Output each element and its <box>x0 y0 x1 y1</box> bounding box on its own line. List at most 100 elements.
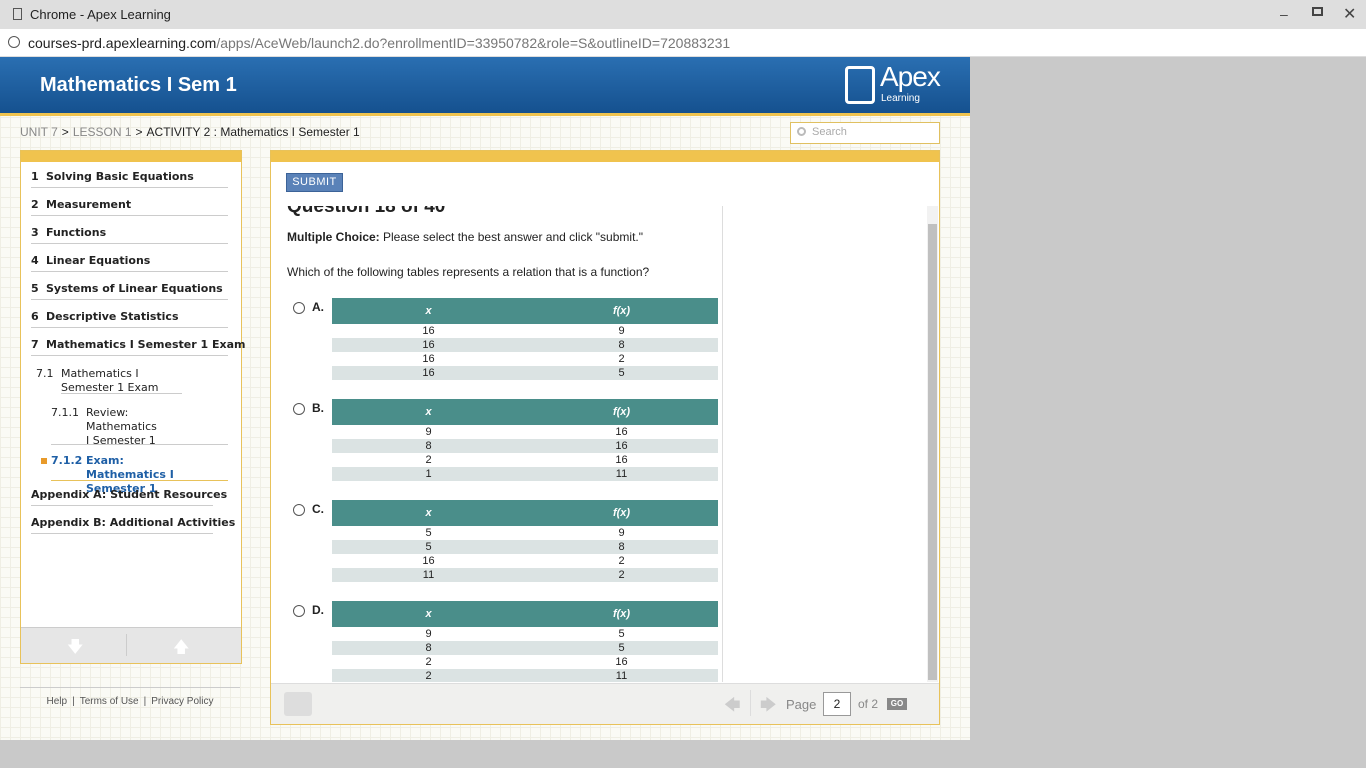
crumb-item: ACTIVITY 2 : Mathematics I Semester 1 <box>146 125 360 139</box>
print-icon[interactable] <box>284 692 312 716</box>
radio[interactable] <box>293 504 305 516</box>
close[interactable]: ✕ <box>1343 6 1357 23</box>
table-cell: 16 <box>615 440 628 452</box>
table-cell: 2 <box>618 353 625 365</box>
column-header: f(x) <box>612 305 631 317</box>
nav-rule <box>51 480 228 481</box>
column-header: x <box>425 305 432 317</box>
nav-appendix[interactable]: Appendix B: Additional Activities <box>31 516 236 529</box>
nav-item[interactable]: Descriptive Statistics <box>46 310 179 323</box>
crumb-separator: > <box>61 125 69 139</box>
column-header: f(x) <box>612 507 631 519</box>
nav-rule <box>61 393 182 394</box>
nav-sub-item[interactable]: Exam: Mathematics I Semester 1 <box>86 454 174 495</box>
footer-link[interactable]: Help <box>46 696 68 707</box>
window-title: Chrome - Apex Learning <box>30 7 171 22</box>
prev-arrow[interactable]: 🡅 <box>173 639 190 656</box>
prev-page[interactable]: 🡄 <box>724 697 741 714</box>
column-header: x <box>425 507 432 519</box>
table-row: 16 9 <box>332 324 718 338</box>
scrollbar[interactable] <box>927 206 938 682</box>
url-host: courses-prd.apexlearning.com <box>28 35 217 51</box>
table-cell: 2 <box>618 569 625 581</box>
nav-item[interactable]: Systems of Linear Equations <box>46 282 223 295</box>
nav-number: 2 <box>31 198 39 211</box>
instruction-text: Please select the best answer and click … <box>383 230 643 244</box>
table-cell: 9 <box>618 325 625 337</box>
next-arrow[interactable]: 🡇 <box>67 639 84 656</box>
table-cell: 2 <box>425 670 432 682</box>
radio[interactable] <box>293 302 305 314</box>
url-path: /apps/AceWeb/launch2.do?enrollmentID=339… <box>216 35 731 51</box>
minimize[interactable]: – <box>1280 6 1288 22</box>
instruction: Multiple Choice: Please select the best … <box>287 230 643 244</box>
scroll-thumb[interactable] <box>928 224 937 680</box>
course-title: Mathematics I Sem 1 <box>40 74 237 96</box>
address-bar: courses-prd.apexlearning.com/apps/AceWeb… <box>0 29 1366 57</box>
next-page[interactable]: 🡆 <box>760 697 777 714</box>
nav-number: 1 <box>31 170 39 183</box>
nav-item[interactable]: Linear Equations <box>46 254 151 267</box>
title-bar: Chrome - Apex Learning – ✕ <box>0 0 1366 29</box>
nav-controls: 🡇 🡅 <box>21 627 241 663</box>
table-cell: 16 <box>615 454 628 466</box>
nav-rule <box>31 533 213 534</box>
nav-appendix[interactable]: Appendix A: Student Resources <box>31 488 228 501</box>
nav-number: 6 <box>31 310 39 323</box>
table-cell: 5 <box>425 541 432 553</box>
nav-rule <box>51 444 228 445</box>
logo-sub: Learning <box>881 93 920 104</box>
radio[interactable] <box>293 403 305 415</box>
nav-rule <box>31 187 228 188</box>
logo-name: Apex <box>880 61 941 92</box>
nav-rule <box>31 299 228 300</box>
table-cell: 16 <box>422 325 435 337</box>
column-header: f(x) <box>612 406 631 418</box>
submit-button[interactable]: SUBMIT <box>286 173 343 192</box>
table-row: 2 11 <box>332 669 718 682</box>
url[interactable]: courses-prd.apexlearning.com/apps/AceWeb… <box>28 35 730 51</box>
nav-item[interactable]: Functions <box>46 226 107 239</box>
crumb-item[interactable]: UNIT 7 <box>20 125 58 139</box>
info-icon[interactable] <box>8 36 20 48</box>
table-row: 16 8 <box>332 338 718 352</box>
table-header: x f(x) <box>332 298 718 324</box>
table-cell: 5 <box>618 628 625 640</box>
table-row: 16 2 <box>332 554 718 568</box>
footer-link[interactable]: Terms of Use <box>79 696 139 707</box>
table-row: 9 16 <box>332 425 718 439</box>
go-button[interactable]: GO <box>887 698 907 710</box>
nav-sub-item[interactable]: Mathematics I Semester 1 Exam <box>61 367 159 394</box>
table-cell: 8 <box>618 339 625 351</box>
nav-item[interactable]: Measurement <box>46 198 132 211</box>
table-cell: 16 <box>422 367 435 379</box>
nav-band <box>21 151 241 162</box>
nav-rule <box>31 355 228 356</box>
search-box[interactable]: Search <box>790 122 940 144</box>
table-cell: 2 <box>618 555 625 567</box>
table-cell: 16 <box>422 339 435 351</box>
maximize[interactable] <box>1312 7 1323 16</box>
current-marker <box>41 458 47 464</box>
table-row: 16 5 <box>332 366 718 380</box>
instruction-label: Multiple Choice: <box>287 230 380 244</box>
option-letter: B. <box>312 401 324 415</box>
crumb-item[interactable]: LESSON 1 <box>72 125 132 139</box>
page-input[interactable]: 2 <box>823 692 851 716</box>
breadcrumb: UNIT 7 > LESSON 1 > ACTIVITY 2 : Mathematics… <box>20 125 360 139</box>
nav-item[interactable]: Solving Basic Equations <box>46 170 194 183</box>
table-cell: 8 <box>425 440 432 452</box>
bottom-bar: 🡄 🡆 Page 2 of 2 GO <box>271 683 939 724</box>
nav-sub-item[interactable]: Review: Mathematics I Semester 1 <box>86 406 157 447</box>
radio[interactable] <box>293 605 305 617</box>
answer-table: x f(x) 5 9 5 8 16 2 11 2 <box>332 500 718 582</box>
page-total: of 2 <box>858 697 879 711</box>
nav-item[interactable]: Mathematics I Semester 1 Exam <box>46 338 246 351</box>
footer-link[interactable]: Privacy Policy <box>151 696 214 707</box>
nav-rule <box>31 271 228 272</box>
search-placeholder: Search <box>812 126 847 138</box>
table-cell: 8 <box>425 642 432 654</box>
nav-rule <box>31 215 228 216</box>
column-header: f(x) <box>612 608 631 620</box>
